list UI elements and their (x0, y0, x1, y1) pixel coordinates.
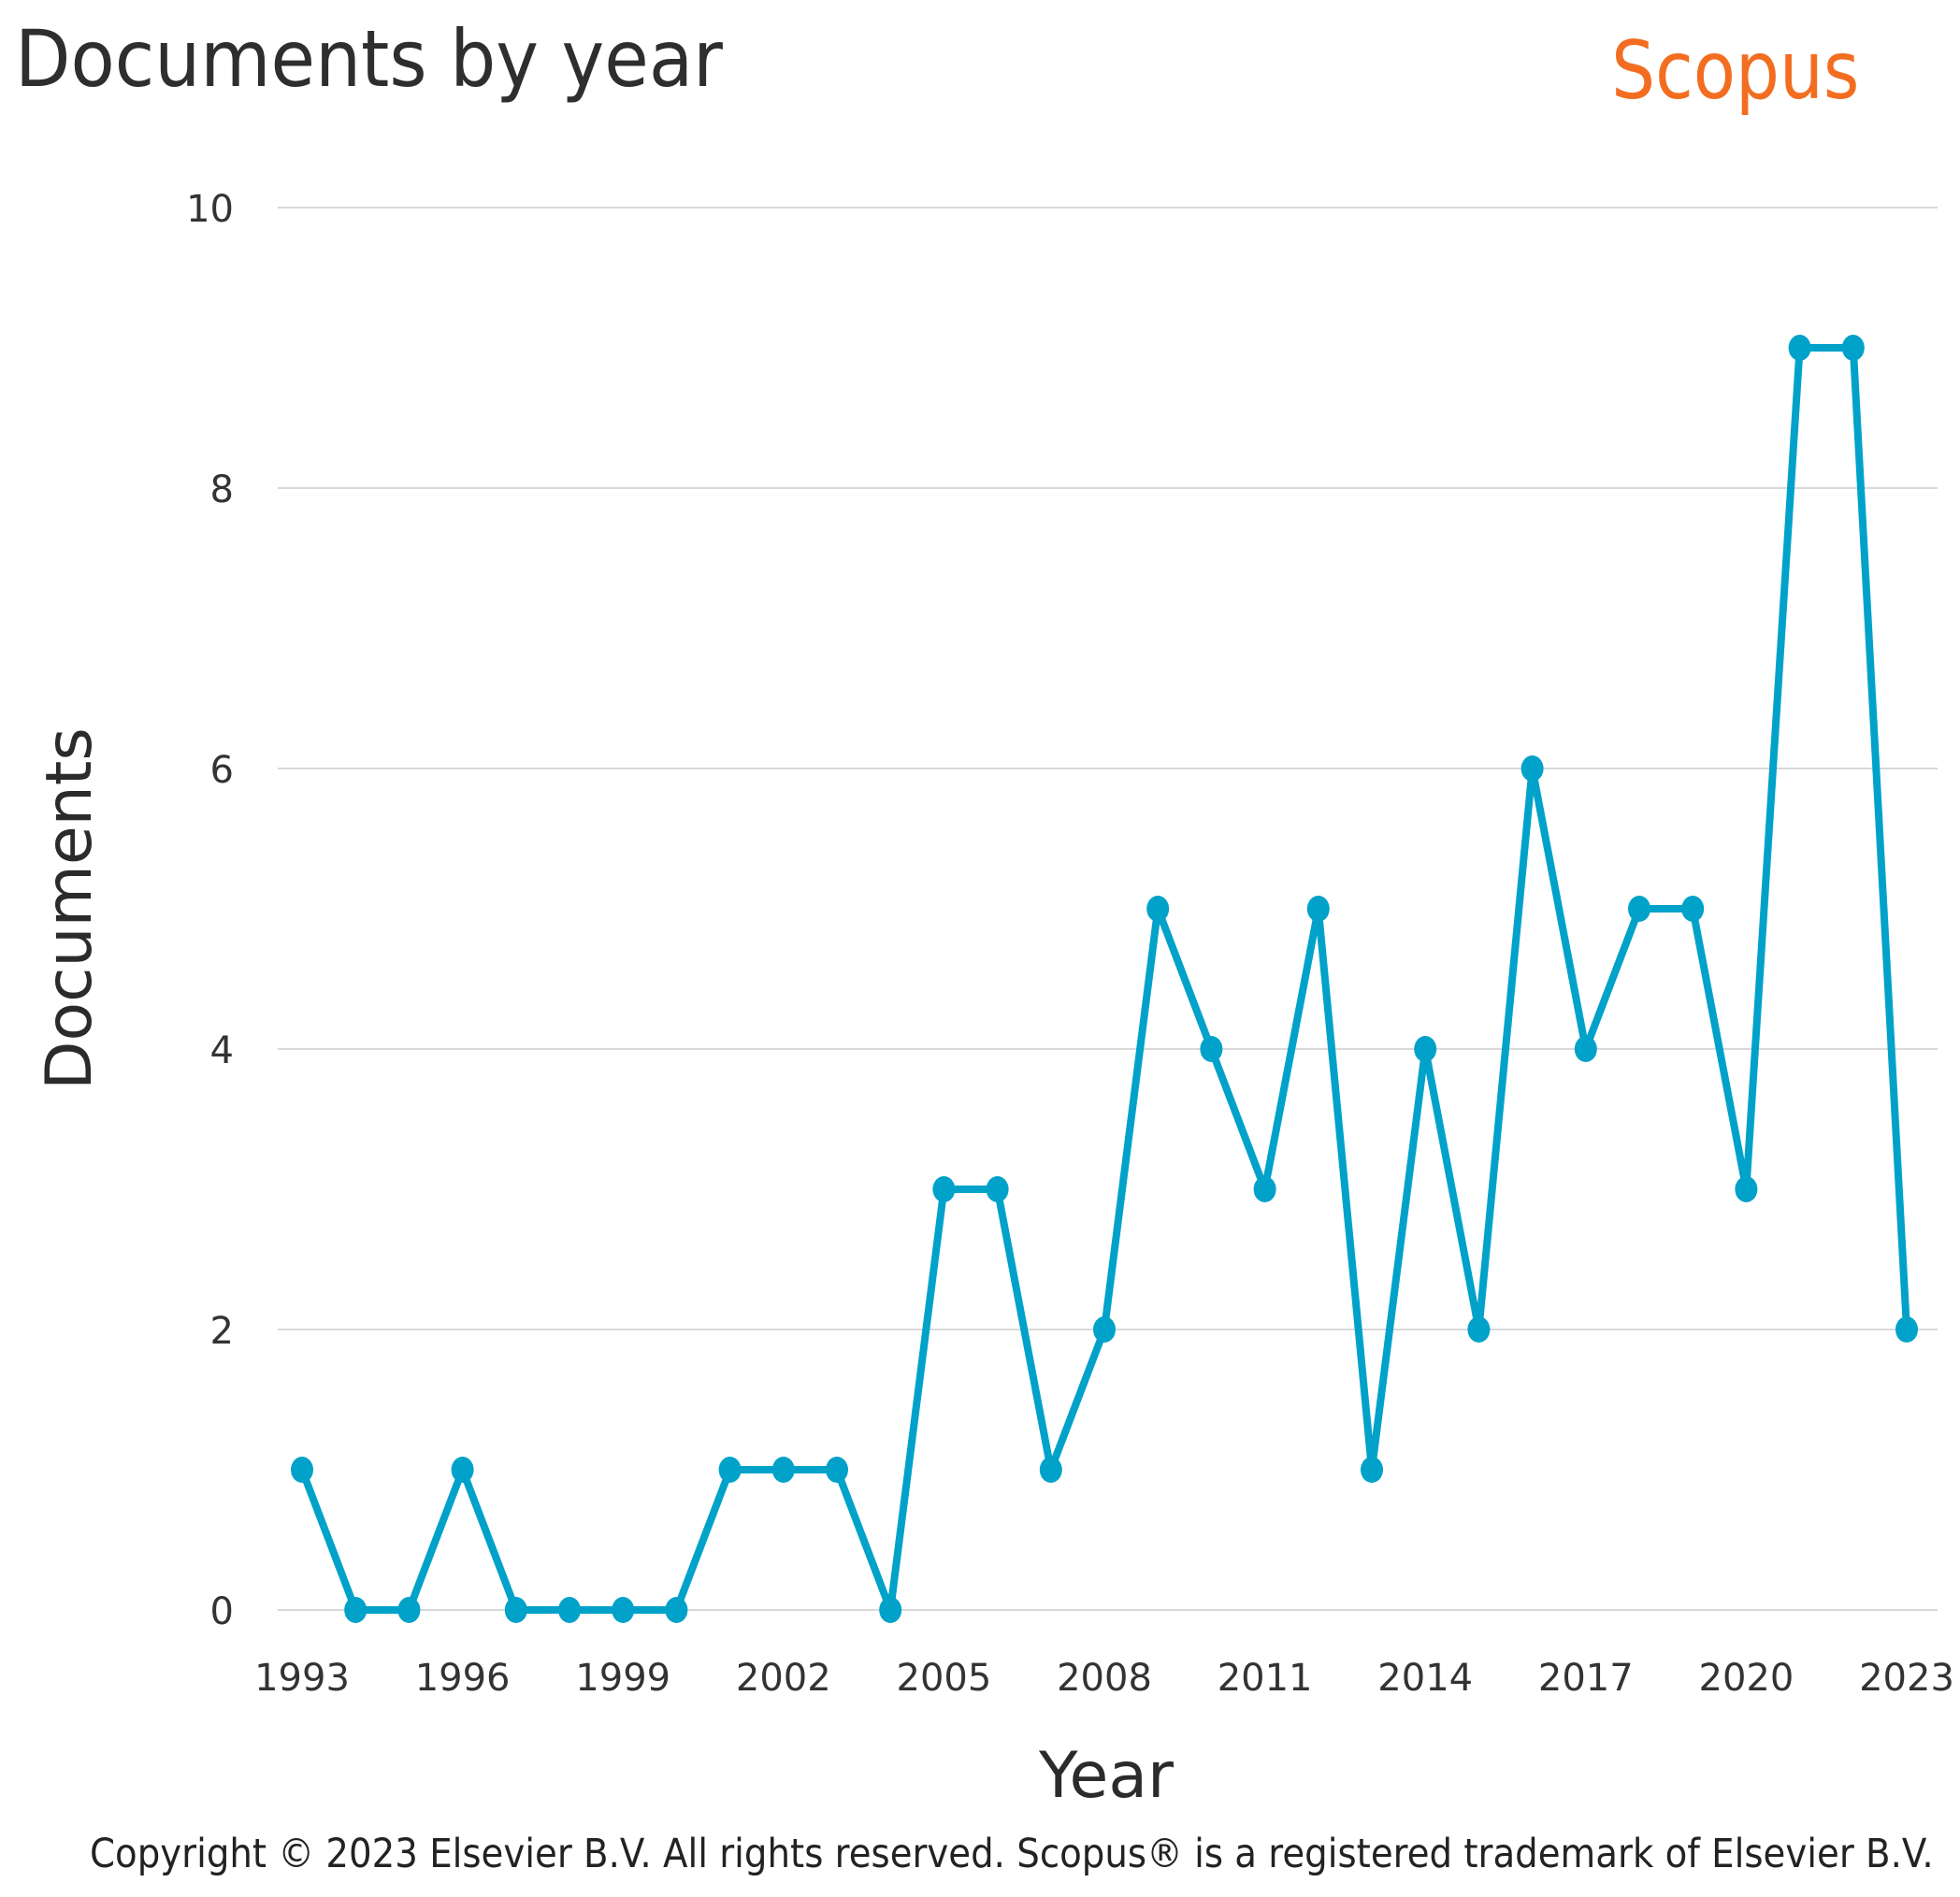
data-point-2010 (1200, 1036, 1223, 1062)
scopus-logo: Scopus (1610, 24, 1859, 118)
data-point-2008 (1093, 1316, 1116, 1343)
data-point-2007 (1039, 1457, 1062, 1483)
data-point-2002 (771, 1457, 795, 1483)
x-tick-label: 2023 (1859, 1657, 1954, 1700)
x-tick-label: 2011 (1218, 1657, 1313, 1700)
data-point-2013 (1361, 1457, 1383, 1483)
data-point-2015 (1467, 1316, 1491, 1343)
copyright-notice: Copyright © 2023 Elsevier B.V. All right… (90, 1831, 1934, 1877)
data-point-2000 (665, 1597, 688, 1623)
y-axis-ticks: 0 2 4 6 8 10 (186, 188, 234, 1633)
data-point-1999 (612, 1597, 635, 1623)
x-axis-title: Year (1038, 1739, 1174, 1813)
x-tick-label: 1996 (415, 1657, 511, 1700)
data-point-2022 (1841, 335, 1865, 361)
data-point-2020 (1735, 1176, 1758, 1202)
data-point-1997 (504, 1597, 527, 1623)
series-line (298, 344, 1910, 1614)
data-point-2023 (1895, 1316, 1918, 1343)
y-tick-label: 8 (210, 468, 234, 511)
x-tick-label: 2008 (1057, 1657, 1152, 1700)
y-tick-label: 2 (210, 1310, 234, 1353)
y-tick-label: 10 (186, 188, 234, 231)
x-tick-label: 2017 (1538, 1657, 1634, 1700)
data-point-2009 (1146, 896, 1170, 922)
data-point-2014 (1414, 1036, 1437, 1062)
data-point-2004 (879, 1597, 902, 1623)
data-point-2006 (986, 1176, 1009, 1202)
y-tick-label: 6 (210, 749, 234, 792)
x-tick-label: 2005 (897, 1657, 992, 1700)
data-point-2018 (1628, 896, 1650, 922)
y-axis-title: Documents (33, 727, 107, 1090)
data-point-2019 (1681, 896, 1705, 922)
data-point-2012 (1306, 896, 1330, 922)
x-tick-label: 1999 (575, 1657, 670, 1700)
data-point-1994 (344, 1597, 368, 1623)
chart-title: Documents by year (15, 13, 723, 105)
data-point-2021 (1788, 335, 1811, 361)
x-tick-label: 1993 (254, 1657, 350, 1700)
data-point-1993 (291, 1457, 313, 1483)
x-tick-label: 2014 (1377, 1657, 1473, 1700)
data-point-1998 (558, 1597, 581, 1623)
series-documents (291, 335, 1918, 1623)
data-point-2003 (826, 1457, 848, 1483)
y-tick-label: 4 (210, 1029, 234, 1072)
data-point-2011 (1253, 1176, 1276, 1202)
data-point-2005 (932, 1176, 956, 1202)
data-point-2016 (1520, 755, 1544, 782)
x-axis-ticks: 1993 1996 1999 2002 2005 2008 2011 2014 2017 2020… (254, 1657, 1954, 1700)
y-tick-label: 0 (210, 1590, 234, 1633)
data-point-1995 (397, 1597, 421, 1623)
data-point-2017 (1574, 1036, 1597, 1062)
data-point-1996 (451, 1457, 474, 1483)
x-tick-label: 2002 (736, 1657, 831, 1700)
data-point-2001 (718, 1457, 742, 1483)
x-tick-label: 2020 (1699, 1657, 1794, 1700)
